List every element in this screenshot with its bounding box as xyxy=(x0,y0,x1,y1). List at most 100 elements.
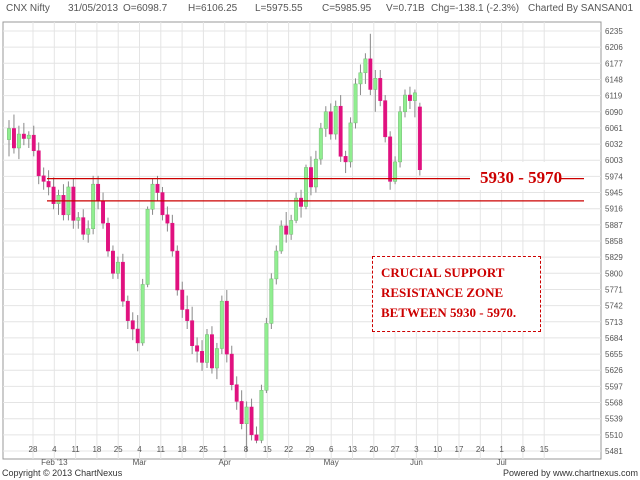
candle-up xyxy=(150,183,155,210)
candle-up xyxy=(348,122,353,163)
candle-down xyxy=(120,261,125,302)
candle-down xyxy=(195,345,200,352)
y-tick-label: 6090 xyxy=(605,108,623,117)
candle-down xyxy=(368,58,373,90)
y-tick-label: 6206 xyxy=(605,43,623,52)
x-tick-label: 1 xyxy=(499,445,504,454)
candle-up xyxy=(140,284,145,344)
y-tick-label: 6061 xyxy=(605,124,623,133)
x-tick-label: 20 xyxy=(369,445,378,454)
header-volume: V=0.71B xyxy=(386,3,425,14)
candle-up xyxy=(264,323,269,391)
zone-label-bg xyxy=(470,162,560,190)
annotation-line-1: CRUCIAL SUPPORT xyxy=(381,265,505,280)
candle-down xyxy=(180,289,185,310)
candle-up xyxy=(205,334,209,363)
x-tick-label: 24 xyxy=(476,445,485,454)
y-tick-label: 6177 xyxy=(605,59,623,68)
candle-down xyxy=(254,434,259,441)
x-month-label: Apr xyxy=(218,458,231,467)
y-tick-label: 6032 xyxy=(605,140,623,149)
candle-down xyxy=(71,186,76,221)
candle-up xyxy=(323,111,328,129)
x-tick-label: 10 xyxy=(433,445,442,454)
candle-down xyxy=(155,183,160,193)
header-open: O=6098.7 xyxy=(123,3,168,14)
candle-up xyxy=(353,83,358,124)
header-high: H=6106.25 xyxy=(188,3,238,14)
x-tick-label: 11 xyxy=(71,445,80,454)
x-tick-label: 29 xyxy=(305,445,314,454)
x-tick-label: 27 xyxy=(391,445,400,454)
x-tick-label: 15 xyxy=(540,445,549,454)
candle-up xyxy=(16,133,21,149)
annotation-box: CRUCIAL SUPPORT RESISTANCE ZONE BETWEEN … xyxy=(372,256,541,332)
y-tick-label: 5510 xyxy=(605,431,623,440)
candle-down xyxy=(31,134,36,152)
x-tick-label: 1 xyxy=(222,445,227,454)
candle-down xyxy=(249,406,254,436)
header-charted-by: Charted By SANSAN01 xyxy=(528,3,634,14)
x-tick-label: 11 xyxy=(157,445,166,454)
header-symbol: CNX Nifty xyxy=(6,3,50,14)
candle-down xyxy=(417,106,422,170)
candle-up xyxy=(56,195,61,204)
candle-down xyxy=(170,222,175,252)
x-tick-label: 25 xyxy=(114,445,123,454)
y-tick-label: 5684 xyxy=(605,334,623,343)
candle-up xyxy=(76,217,81,221)
candle-down xyxy=(383,100,388,138)
candle-down xyxy=(21,133,26,139)
x-tick-label: 4 xyxy=(137,445,142,454)
x-tick-label: 6 xyxy=(329,445,334,454)
y-axis: 6235 6206 6177 6148 6119 6090 6061 6032 6003 5974… xyxy=(605,27,623,456)
candle-down xyxy=(343,156,348,163)
candle-up xyxy=(412,92,417,101)
y-tick-label: 5771 xyxy=(605,285,623,294)
candle-down xyxy=(36,150,41,177)
x-tick-label: 28 xyxy=(29,445,38,454)
x-tick-label: 22 xyxy=(284,445,293,454)
candle-down xyxy=(12,128,16,149)
candle-down xyxy=(239,401,244,424)
y-tick-label: 5713 xyxy=(605,318,623,327)
candle-up xyxy=(274,250,279,280)
header-close: C=5985.95 xyxy=(322,3,372,14)
candle-up xyxy=(403,94,407,113)
header-change: Chg=-138.1 (-2.3%) xyxy=(431,3,520,14)
y-tick-label: 5742 xyxy=(605,302,623,311)
candle-up xyxy=(259,390,264,441)
candle-up xyxy=(214,348,219,369)
candle-up xyxy=(269,278,274,324)
candle-down xyxy=(41,175,46,182)
candle-down xyxy=(388,136,393,182)
x-month-label: May xyxy=(324,458,339,467)
annotation-line-3: BETWEEN 5930 - 5970. xyxy=(381,305,517,320)
y-tick-label: 5887 xyxy=(605,221,623,230)
y-tick-label: 5655 xyxy=(605,350,623,359)
candle-up xyxy=(333,105,338,135)
candle-down xyxy=(101,200,105,224)
candle-down xyxy=(328,111,333,135)
x-month-label: Jul xyxy=(496,458,506,467)
candle-up xyxy=(358,72,363,85)
candle-down xyxy=(165,214,170,224)
candle-down xyxy=(51,186,56,204)
footer-powered-by: Powered by www.chartnexus.com xyxy=(503,468,639,478)
candle-up xyxy=(244,406,249,424)
candle-up xyxy=(304,167,308,207)
y-tick-label: 5626 xyxy=(605,366,623,375)
candle-up xyxy=(219,300,224,349)
y-tick-label: 5481 xyxy=(605,447,623,456)
y-tick-label: 5568 xyxy=(605,399,623,408)
y-tick-label: 5945 xyxy=(605,189,623,198)
x-tick-label: 18 xyxy=(92,445,101,454)
candle-down xyxy=(61,195,66,216)
x-axis: 28 4 11 18 25 4 11 18 25 1 8 15 22 29 6 13 20 27 3 10 17 24 1 8… xyxy=(29,445,550,467)
candle-up xyxy=(313,158,318,188)
candle-up xyxy=(86,228,91,235)
y-tick-label: 6148 xyxy=(605,75,623,84)
candle-down xyxy=(111,250,115,274)
